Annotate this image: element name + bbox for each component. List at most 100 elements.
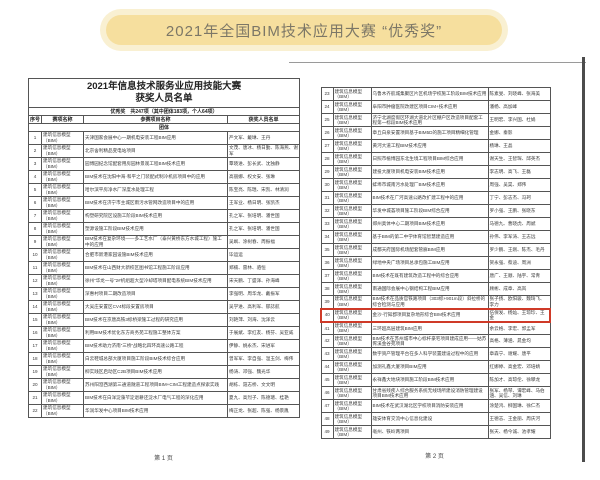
row-number: 3 [28, 156, 42, 171]
row-number: 14 [28, 299, 42, 314]
row-category: 建筑信息模型（BIM） [41, 247, 84, 262]
row-names: 红娜婷、高金宏、邓培婧 [487, 360, 551, 374]
table-row: 4 建筑信息模型（BIM） BIM技术在沈阳中海·和平之门装配式制冷机房项目中的… [28, 169, 301, 184]
row-number: 22 [28, 403, 42, 418]
table-row: 28 建筑信息模型（BIM） 日照市植博园东北生境工程项目BIM综合应用 谢天生… [320, 152, 551, 166]
row-project: 建投大厦项目机电安装BIM技术应用 [370, 165, 489, 179]
row-category: 建筑信息模型（BIM） [41, 312, 84, 327]
row-names: 谢天生、王智琛、邱英杰 [487, 152, 551, 166]
row-project: 园博园纪念馆配套用房园林景观工程BIM技术应用 [83, 156, 228, 171]
row-project: 济宁北湖度假区环湖大道北片区棚户区改造项目配套工程第一标段BIM技术应用 [370, 113, 489, 127]
row-project: 雄安体育交流中心信息化建设 [370, 412, 489, 426]
row-project: BIM技术在复杂环境——多工艺水厂（泰兴黄桥东方水城工程）施工中的应用 [83, 234, 228, 249]
row-project: 华润华发中心项目BIM技术应用 [83, 403, 228, 418]
row-names: 王德志、王金丽、周庆河 [487, 412, 551, 426]
row-names: 高格、薄涵、晁金均 [487, 334, 551, 348]
row-number: 39 [320, 295, 334, 309]
row-number: 7 [28, 208, 42, 223]
row-names: 贺永强、蔡迪、周洲 [487, 256, 551, 270]
table-row: 19 建筑信息模型（BIM） 柳实践区启动区C2B项目BIM技术应用 杨涛、邓强… [28, 364, 301, 379]
row-project: 北京舍利精品变电站项目 [83, 143, 228, 158]
table-row: 11 建筑信息模型（BIM） BIM技术在山西财大新校区图书馆工程施工阶段应用 … [28, 260, 301, 275]
table-title-line2: 获奖人员名单 [135, 92, 193, 104]
table-row: 22 建筑信息模型（BIM） 华润华发中心项目BIM技术应用 梅正龙、张超、陈强… [28, 403, 301, 418]
row-names: 陈加才、高琼伦、徐攀龙 [487, 373, 551, 387]
table-row: 7 建筑信息模型（BIM） 构塑研究院区设施工阶段BIM技术应用 孔之军、张培明… [28, 208, 301, 223]
award-summary: 优秀奖 共247项（其中团体183项，个人64项） [27, 106, 301, 116]
row-category: 建筑信息模型（BIM） [332, 412, 372, 426]
row-number: 32 [320, 204, 334, 218]
table-row: 17 建筑信息模型（BIM） BIM技术助力济南“三桥”战略北四环高速公路工程 … [28, 338, 301, 353]
table-row: 39 建筑信息模型（BIM） BIM技术在品质官铁路项目（303标+901m段）… [320, 295, 551, 309]
row-number: 33 [320, 217, 334, 231]
row-category: 建筑信息模型（BIM） [332, 165, 372, 179]
row-number: 41 [320, 321, 334, 335]
row-names: 余云格、李宏、郭孟军 [487, 321, 551, 335]
row-category: 建筑信息模型（BIM） [332, 87, 372, 101]
row-project: BIM技术在广河高速公路改扩建工程中的应用 [370, 191, 489, 205]
row-project: BIM技术在既有建筑改造工程中的综合应用 [370, 269, 489, 283]
row-number: 34 [320, 230, 334, 244]
award-list-page-2: 23 建筑信息模型（BIM） 乌鲁木齐航城集聚区片区机场学校施工阶段BIM技术应… [289, 57, 586, 468]
table-row: 43 建筑信息模型（BIM） 数字资产管理平台在多人科学装置建设过程中的应用 章… [320, 347, 551, 361]
row-category: 建筑信息模型（BIM） [332, 347, 372, 361]
title-banner-pill: 2021年全国BIM技术应用大赛 “优秀奖” [106, 15, 502, 45]
row-category: 建筑信息模型（BIM） [332, 307, 372, 323]
row-project: 亳州、铁岭两项目 [370, 425, 489, 439]
row-number: 13 [28, 286, 42, 301]
row-number: 12 [28, 273, 42, 288]
row-number: 16 [28, 325, 42, 340]
table-row: 15 建筑信息模型（BIM） BIM技术在京唐高铁3标桥梁施工过程的研究应用 刘… [28, 312, 301, 327]
row-number: 20 [28, 377, 42, 392]
row-project: 日照市植博园东北生境工程项目BIM综合应用 [370, 152, 489, 166]
table-row: 16 建筑信息模型（BIM） 利用BIM技术优化东方商务苑工程施工整体方案 于展… [28, 325, 301, 340]
row-category: 建筑信息模型（BIM） [332, 360, 372, 374]
table-row: 3 建筑信息模型（BIM） 园博园纪念馆配套用房园林景观工程BIM技术应用 覃晓… [28, 156, 301, 171]
row-project: BIM技术在沈阳中海·和平之门装配式制冷机房项目中的应用 [83, 169, 228, 184]
row-category: 建筑信息模型（BIM） [41, 403, 84, 418]
award-summary-row: 优秀奖 共247项（其中团体183项，个人64项） [27, 106, 301, 116]
row-project: 永祥鑫大地块项目施工阶段BIM技术应用 [370, 373, 489, 387]
row-number: 47 [320, 399, 334, 413]
table-title: 2021年信息技术服务业应用技能大赛 获奖人员名单 [27, 78, 301, 108]
row-number: 9 [28, 234, 42, 249]
row-number: 5 [28, 182, 42, 197]
table-row: 25 建筑信息模型（BIM） 济宁北湖度假区环湖大道北片区棚户区改造项目配套工程… [320, 113, 551, 127]
row-names: 张天、杨今诚、池孝耀 [487, 425, 551, 439]
row-names: 顾彬、成章、高岚 [487, 282, 551, 296]
row-category: 建筑信息模型（BIM） [332, 126, 372, 140]
table-row: 32 建筑信息模型（BIM） 华发中城荟项目施工阶段BIM综合应用 罗小强、王鹏… [320, 204, 551, 218]
row-number: 29 [320, 165, 334, 179]
row-names: 潘杨、高加峰 [487, 100, 551, 114]
row-number: 4 [28, 169, 42, 184]
row-category: 建筑信息模型（BIM） [332, 282, 372, 296]
table-row: 23 建筑信息模型（BIM） 乌鲁木齐航城集聚区片区机场学校施工阶段BIM技术应… [320, 87, 551, 101]
row-number: 44 [320, 360, 334, 374]
row-number: 49 [320, 425, 334, 439]
row-category: 建筑信息模型（BIM） [41, 377, 84, 392]
page-title: 2021年全国BIM技术应用大赛 “优秀奖” [165, 22, 443, 40]
row-category: 建筑信息模型（BIM） [41, 221, 84, 236]
table-row: 20 建筑信息模型（BIM） 苏州阳澄西湖第三通道隧道工程项目BIM+CIM工程… [28, 377, 301, 392]
row-project: BIM技术在武汉湖北区学校项目消防安装应用 [370, 399, 489, 413]
page-edge-shadow [582, 57, 585, 462]
row-project: 成都天府国际机场配套管廊BIM应用 [370, 243, 489, 257]
table-row: 5 建筑信息模型（BIM） 哈尔滨平房净水厂深度水处理工程 陈宝亮、陈琨、宋凯、… [28, 182, 301, 197]
row-category: 建筑信息模型（BIM） [41, 325, 84, 340]
row-project: BIM技术在京唐高铁3标桥梁施工过程的研究应用 [83, 312, 228, 327]
row-number: 1 [28, 130, 42, 145]
row-project: 郑州奥体中心二期项目BIM技术应用 [370, 217, 489, 231]
row-project: BIM技术在白洋淀藻苲淀退耕还淀水厂电气工程的深化应用 [83, 390, 228, 405]
row-number: 17 [28, 338, 42, 353]
table-row: 24 建筑信息模型（BIM） 阜阳市肿瘤医院改建区项目CIM+技术应用 潘杨、高… [320, 100, 551, 114]
row-number: 36 [320, 256, 334, 270]
row-project: BIM技术在山西财大新校区图书馆工程施工阶段应用 [83, 260, 228, 275]
award-table-page-1: 2021年信息技术服务业应用技能大赛 获奖人员名单 优秀奖 共247项（其中团体… [27, 78, 301, 418]
table-row: 6 建筑信息模型（BIM） BIM技术在济宁市主城区雨污水管网改造项目中的应用 … [28, 195, 301, 210]
row-project: 合肥市新港家园设施BIM技术应用 [83, 247, 228, 262]
row-number: 46 [320, 386, 334, 400]
row-project: 金沙·行知郡项目复杂地形综合BIM技术应用 [370, 307, 489, 323]
row-project: 徐州“华龙一号”2#机组超大型冷却塔项目配电系统BIM技术应用 [83, 273, 228, 288]
row-project: 白云鞋城总部大厦项目施工阶段BIM技术综合应用 [83, 351, 228, 366]
row-category: 建筑信息模型（BIM） [41, 390, 84, 405]
